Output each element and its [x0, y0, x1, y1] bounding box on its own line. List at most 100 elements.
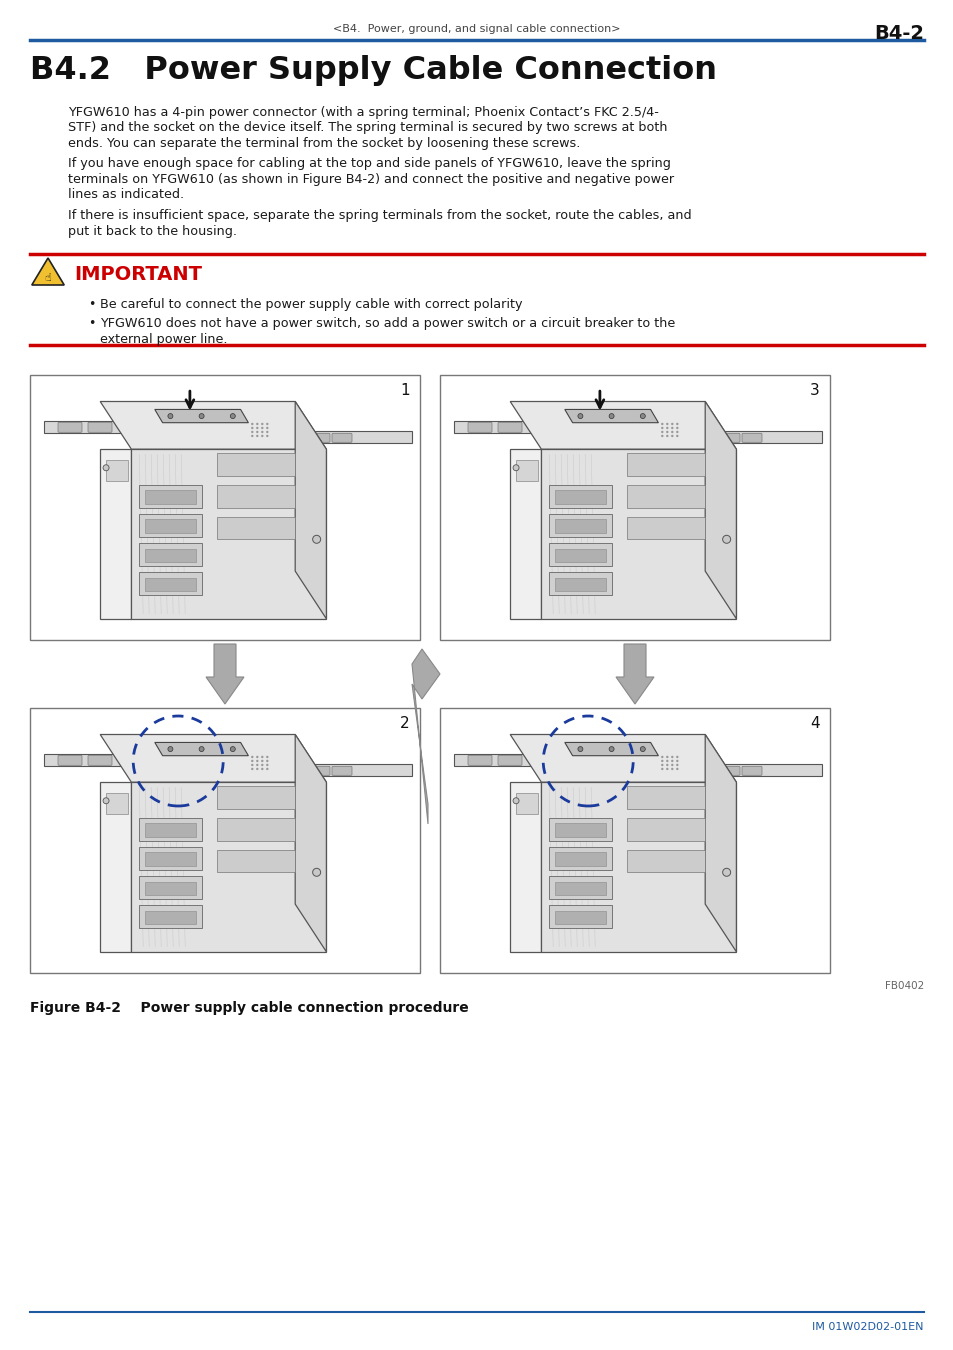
Polygon shape: [100, 782, 132, 952]
Circle shape: [255, 431, 258, 433]
Text: put it back to the housing.: put it back to the housing.: [68, 224, 236, 238]
Bar: [107, 792, 128, 814]
Polygon shape: [31, 258, 64, 285]
Bar: [139, 514, 201, 537]
Circle shape: [103, 798, 109, 803]
Circle shape: [670, 435, 673, 437]
Circle shape: [255, 768, 258, 770]
Circle shape: [670, 431, 673, 433]
Polygon shape: [132, 782, 326, 952]
Bar: [139, 906, 201, 927]
Bar: [549, 818, 611, 841]
Circle shape: [313, 868, 320, 876]
Circle shape: [665, 431, 668, 433]
Circle shape: [266, 435, 268, 437]
Circle shape: [255, 423, 258, 425]
Circle shape: [199, 413, 204, 418]
Circle shape: [266, 756, 268, 759]
Circle shape: [660, 435, 662, 437]
Bar: [44, 421, 233, 433]
Polygon shape: [510, 734, 736, 782]
FancyBboxPatch shape: [720, 433, 740, 443]
Bar: [217, 786, 294, 809]
Circle shape: [660, 768, 662, 770]
Polygon shape: [564, 409, 658, 423]
Circle shape: [266, 427, 268, 429]
Circle shape: [266, 768, 268, 770]
Circle shape: [251, 760, 253, 763]
Bar: [555, 852, 605, 865]
Circle shape: [670, 760, 673, 763]
FancyBboxPatch shape: [88, 755, 112, 765]
Circle shape: [676, 764, 678, 767]
Circle shape: [670, 427, 673, 429]
Text: external power line.: external power line.: [100, 333, 227, 346]
Circle shape: [251, 431, 253, 433]
Circle shape: [660, 427, 662, 429]
Circle shape: [676, 431, 678, 433]
Circle shape: [665, 423, 668, 425]
Bar: [555, 548, 605, 562]
Text: lines as indicated.: lines as indicated.: [68, 189, 184, 201]
Circle shape: [313, 536, 320, 543]
Circle shape: [199, 747, 204, 752]
Bar: [626, 454, 704, 475]
Text: ends. You can separate the terminal from the socket by loosening these screws.: ends. You can separate the terminal from…: [68, 136, 579, 150]
Bar: [626, 786, 704, 809]
Bar: [626, 485, 704, 508]
Text: 3: 3: [809, 383, 820, 398]
Text: 2: 2: [400, 716, 410, 730]
Bar: [139, 876, 201, 899]
Circle shape: [676, 756, 678, 759]
Text: IMPORTANT: IMPORTANT: [74, 265, 202, 284]
Bar: [439, 707, 829, 973]
Circle shape: [665, 435, 668, 437]
Circle shape: [660, 431, 662, 433]
Text: YFGW610 has a 4-pin power connector (with a spring terminal; Phoenix Contact’s F: YFGW610 has a 4-pin power connector (wit…: [68, 107, 659, 119]
Bar: [139, 485, 201, 508]
Bar: [145, 520, 195, 533]
Polygon shape: [510, 782, 541, 952]
Bar: [555, 882, 605, 895]
Bar: [549, 848, 611, 869]
Circle shape: [676, 423, 678, 425]
Bar: [217, 849, 294, 872]
Circle shape: [578, 747, 582, 752]
Circle shape: [676, 760, 678, 763]
FancyBboxPatch shape: [332, 433, 352, 443]
Text: Be careful to connect the power supply cable with correct polarity: Be careful to connect the power supply c…: [100, 298, 522, 311]
Circle shape: [251, 764, 253, 767]
Bar: [555, 578, 605, 591]
Bar: [712, 431, 821, 443]
Bar: [549, 543, 611, 566]
Polygon shape: [294, 734, 326, 952]
Circle shape: [665, 756, 668, 759]
Circle shape: [255, 427, 258, 429]
Bar: [30, 707, 419, 973]
FancyBboxPatch shape: [468, 755, 492, 765]
Polygon shape: [564, 743, 658, 756]
Text: FB0402: FB0402: [883, 981, 923, 991]
Bar: [145, 578, 195, 591]
FancyBboxPatch shape: [741, 433, 761, 443]
Circle shape: [261, 756, 263, 759]
Polygon shape: [541, 782, 736, 952]
Circle shape: [261, 427, 263, 429]
Circle shape: [230, 747, 235, 752]
Circle shape: [513, 798, 518, 803]
Bar: [107, 460, 128, 481]
Polygon shape: [100, 734, 326, 782]
Bar: [217, 517, 294, 539]
Text: If there is insufficient space, separate the spring terminals from the socket, r: If there is insufficient space, separate…: [68, 209, 691, 221]
Bar: [555, 520, 605, 533]
Circle shape: [255, 760, 258, 763]
Circle shape: [251, 423, 253, 425]
Circle shape: [665, 760, 668, 763]
Polygon shape: [132, 450, 326, 618]
Circle shape: [660, 760, 662, 763]
FancyBboxPatch shape: [58, 423, 82, 432]
Circle shape: [639, 413, 644, 418]
Circle shape: [103, 464, 109, 471]
Bar: [454, 755, 642, 767]
Bar: [303, 431, 412, 443]
